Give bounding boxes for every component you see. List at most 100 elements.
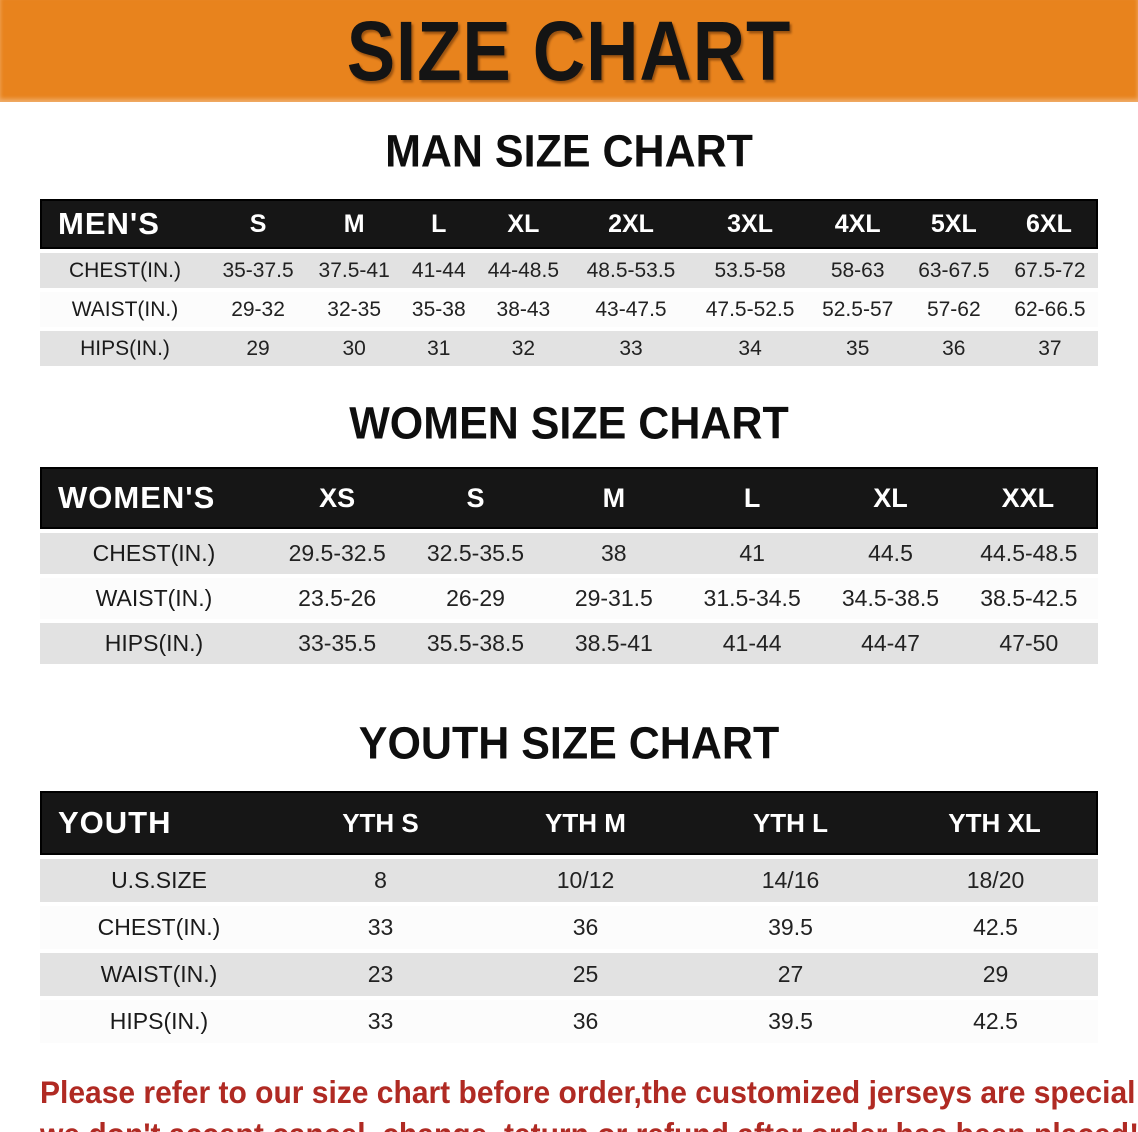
size-column-header: M xyxy=(306,199,403,249)
size-cell: 36 xyxy=(905,331,1002,366)
size-cell: 58-63 xyxy=(809,253,906,288)
size-cell: 38 xyxy=(544,533,683,574)
row-label: WAIST(IN.) xyxy=(40,953,278,996)
row-label: WAIST(IN.) xyxy=(40,292,210,327)
section-heading: YOUTH SIZE CHART xyxy=(358,718,780,770)
size-chart-section-women: WOMEN SIZE CHART WOMEN'S XS S M L XL XXL CHEST(I… xyxy=(0,398,1138,668)
youth-size-table: YOUTH YTH S YTH M YTH L YTH XL U.S.SIZE 8 10/12… xyxy=(40,787,1098,1047)
size-cell: 47-50 xyxy=(959,623,1098,664)
size-cell: 35 xyxy=(809,331,906,366)
size-cell: 26-29 xyxy=(406,578,545,619)
row-label: HIPS(IN.) xyxy=(40,623,268,664)
size-cell: 35.5-38.5 xyxy=(406,623,545,664)
table-row: WAIST(IN.) 29-32 32-35 35-38 38-43 43-47.5 47.… xyxy=(40,292,1098,327)
table-header-row: MEN'S S M L XL 2XL 3XL 4XL 5XL 6XL xyxy=(40,199,1098,249)
size-cell: 29-31.5 xyxy=(544,578,683,619)
size-cell: 8 xyxy=(278,859,483,902)
size-cell: 36 xyxy=(483,1000,688,1043)
size-column-header: YTH XL xyxy=(893,791,1098,855)
section-heading: WOMEN SIZE CHART xyxy=(349,398,789,450)
size-cell: 18/20 xyxy=(893,859,1098,902)
size-cell: 52.5-57 xyxy=(809,292,906,327)
size-cell: 34 xyxy=(690,331,810,366)
size-cell: 38.5-42.5 xyxy=(959,578,1098,619)
size-cell: 14/16 xyxy=(688,859,893,902)
size-cell: 31.5-34.5 xyxy=(682,578,822,619)
disclaimer-line-1: Please refer to our size chart before or… xyxy=(40,1076,1138,1111)
size-cell: 29 xyxy=(893,953,1098,996)
size-cell: 27 xyxy=(688,953,893,996)
row-label: HIPS(IN.) xyxy=(40,331,210,366)
size-cell: 44-47 xyxy=(821,623,960,664)
size-cell: 23.5-26 xyxy=(268,578,407,619)
size-column-header: XXL xyxy=(959,467,1098,529)
size-column-header: XS xyxy=(268,467,407,529)
size-cell: 30 xyxy=(306,331,403,366)
size-column-header: M xyxy=(544,467,683,529)
size-cell: 35-37.5 xyxy=(210,253,307,288)
size-cell: 35-38 xyxy=(402,292,476,327)
size-cell: 10/12 xyxy=(483,859,688,902)
section-heading: MAN SIZE CHART xyxy=(385,126,753,178)
size-cell: 38-43 xyxy=(475,292,572,327)
size-cell: 34.5-38.5 xyxy=(821,578,960,619)
size-cell: 44.5 xyxy=(821,533,960,574)
size-cell: 47.5-52.5 xyxy=(690,292,810,327)
size-cell: 37 xyxy=(1001,331,1098,366)
table-row: WAIST(IN.) 23 25 27 29 xyxy=(40,953,1098,996)
size-cell: 41-44 xyxy=(402,253,476,288)
women-size-table: WOMEN'S XS S M L XL XXL CHEST(IN.) 29.5-32.5 32.5… xyxy=(40,463,1098,668)
table-row: CHEST(IN.) 29.5-32.5 32.5-35.5 38 41 44.5 44.5… xyxy=(40,533,1098,574)
size-cell: 67.5-72 xyxy=(1001,253,1098,288)
size-column-header: YTH S xyxy=(278,791,483,855)
size-column-header: 6XL xyxy=(1001,199,1098,249)
size-cell: 29 xyxy=(210,331,307,366)
size-cell: 33 xyxy=(571,331,691,366)
table-header-row: YOUTH YTH S YTH M YTH L YTH XL xyxy=(40,791,1098,855)
row-label: HIPS(IN.) xyxy=(40,1000,278,1043)
table-row: WAIST(IN.) 23.5-26 26-29 29-31.5 31.5-34.5 34… xyxy=(40,578,1098,619)
size-cell: 33 xyxy=(278,906,483,949)
size-column-header: 4XL xyxy=(809,199,906,249)
table-group-label: YOUTH xyxy=(40,791,278,855)
table-group-label: MEN'S xyxy=(40,199,210,249)
size-cell: 37.5-41 xyxy=(306,253,403,288)
size-cell: 29-32 xyxy=(210,292,307,327)
size-cell: 48.5-53.5 xyxy=(571,253,691,288)
size-column-header: YTH L xyxy=(688,791,893,855)
size-cell: 31 xyxy=(402,331,476,366)
size-cell: 36 xyxy=(483,906,688,949)
size-column-header: 2XL xyxy=(571,199,691,249)
size-chart-sections: MAN SIZE CHART MEN'S S M L XL 2XL 3XL 4XL 5XL 6XL C… xyxy=(0,126,1138,1047)
row-label: CHEST(IN.) xyxy=(40,906,278,949)
table-row: HIPS(IN.) 33 36 39.5 42.5 xyxy=(40,1000,1098,1043)
size-cell: 38.5-41 xyxy=(544,623,683,664)
size-cell: 33-35.5 xyxy=(268,623,407,664)
size-column-header: L xyxy=(402,199,476,249)
disclaimer-text: Please refer to our size chart before or… xyxy=(40,1073,1138,1132)
table-row: CHEST(IN.) 35-37.5 37.5-41 41-44 44-48.5 48.5… xyxy=(40,253,1098,288)
size-cell: 29.5-32.5 xyxy=(268,533,407,574)
size-cell: 63-67.5 xyxy=(905,253,1002,288)
disclaimer-line-2: we don't accept cancel, change, teturn o… xyxy=(40,1115,1138,1132)
size-cell: 41 xyxy=(682,533,822,574)
men-size-table: MEN'S S M L XL 2XL 3XL 4XL 5XL 6XL CHEST(IN.) 35-37… xyxy=(40,195,1098,370)
size-column-header: S xyxy=(406,467,545,529)
table-row: U.S.SIZE 8 10/12 14/16 18/20 xyxy=(40,859,1098,902)
size-chart-banner: SIZE CHART xyxy=(0,0,1138,102)
size-cell: 57-62 xyxy=(905,292,1002,327)
size-chart-section-men: MAN SIZE CHART MEN'S S M L XL 2XL 3XL 4XL 5XL 6XL C… xyxy=(0,126,1138,370)
size-chart-section-youth: YOUTH SIZE CHART YOUTH YTH S YTH M YTH L YTH … xyxy=(0,718,1138,1047)
row-label: CHEST(IN.) xyxy=(40,253,210,288)
size-cell: 42.5 xyxy=(893,906,1098,949)
size-cell: 42.5 xyxy=(893,1000,1098,1043)
row-label: U.S.SIZE xyxy=(40,859,278,902)
size-cell: 62-66.5 xyxy=(1001,292,1098,327)
size-cell: 32.5-35.5 xyxy=(406,533,545,574)
size-column-header: XL xyxy=(475,199,572,249)
size-column-header: YTH M xyxy=(483,791,688,855)
table-row: CHEST(IN.) 33 36 39.5 42.5 xyxy=(40,906,1098,949)
size-cell: 43-47.5 xyxy=(571,292,691,327)
size-column-header: L xyxy=(682,467,822,529)
size-cell: 32-35 xyxy=(306,292,403,327)
